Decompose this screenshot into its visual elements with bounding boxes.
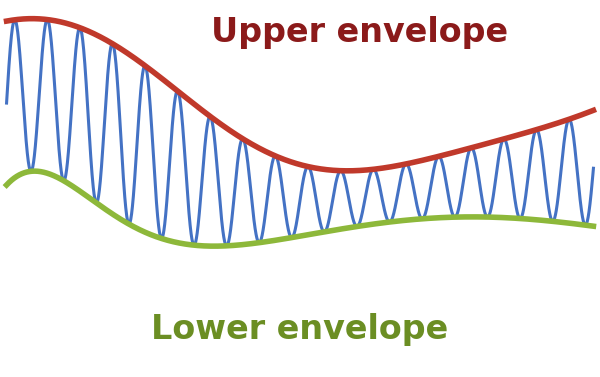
- Text: Lower envelope: Lower envelope: [151, 313, 449, 346]
- Text: Upper envelope: Upper envelope: [211, 16, 508, 49]
